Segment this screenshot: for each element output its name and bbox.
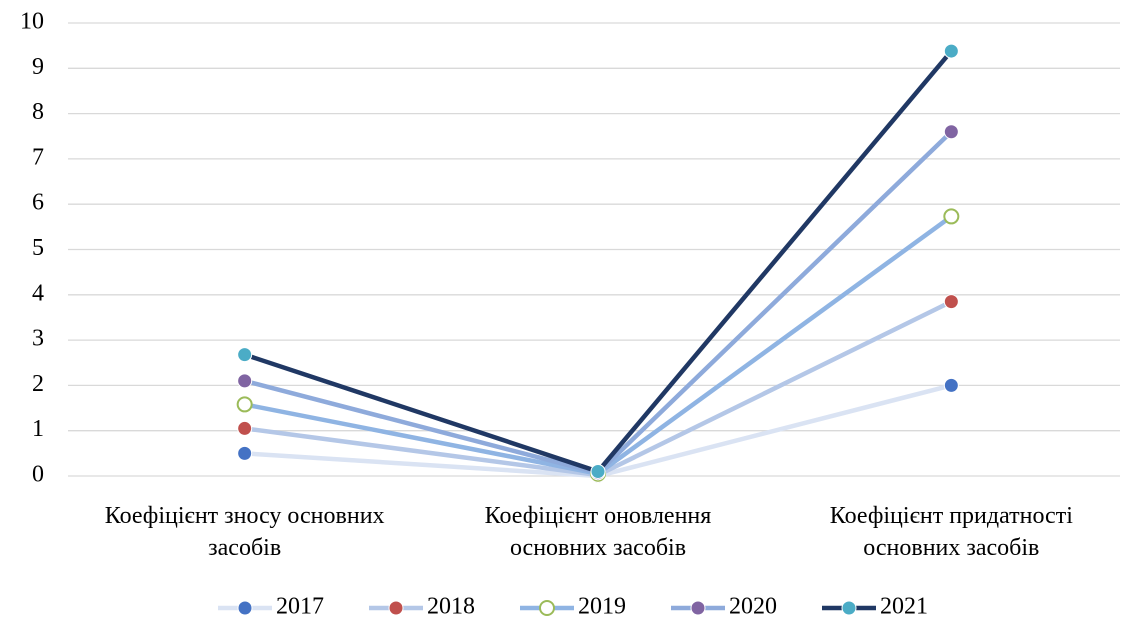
y-tick-label: 6	[32, 190, 44, 216]
y-tick-label: 1	[32, 416, 44, 442]
y-tick-label: 2	[32, 371, 44, 397]
x-tick-label: Коефіцієнт оновлення основних засобів	[484, 503, 712, 561]
marker	[943, 377, 959, 393]
legend-marker	[237, 600, 253, 616]
legend-marker	[388, 600, 404, 616]
marker	[943, 294, 959, 310]
y-tick-label: 5	[32, 235, 44, 261]
legend-label: 2021	[880, 594, 928, 620]
marker	[943, 208, 960, 225]
y-tick-label: 10	[20, 9, 44, 35]
legend-label: 2017	[276, 594, 324, 620]
x-tick-label: Коефіцієнт придатності основних засобів	[829, 503, 1073, 561]
legend-label: 2019	[578, 594, 626, 620]
series-line	[244, 214, 953, 477]
marker	[236, 396, 253, 413]
marker	[237, 373, 253, 389]
legend-label: 2020	[729, 594, 777, 620]
marker	[237, 347, 253, 363]
y-tick-label: 3	[32, 326, 44, 352]
y-tick-label: 7	[32, 144, 44, 170]
x-tick-label: Коефіцієнт зносу основних засобів	[104, 503, 385, 561]
series-line	[244, 130, 953, 476]
legend-marker	[539, 600, 555, 616]
marker	[237, 420, 253, 436]
y-tick-label: 8	[32, 99, 44, 125]
y-tick-label: 4	[32, 280, 44, 306]
y-tick-label: 0	[32, 462, 44, 488]
legend-marker	[841, 600, 857, 616]
marker	[237, 445, 253, 461]
marker	[943, 43, 959, 59]
marker	[943, 124, 959, 140]
legend-label: 2018	[427, 594, 475, 620]
y-tick-label: 9	[32, 54, 44, 80]
legend-marker	[690, 600, 706, 616]
marker	[590, 463, 606, 479]
